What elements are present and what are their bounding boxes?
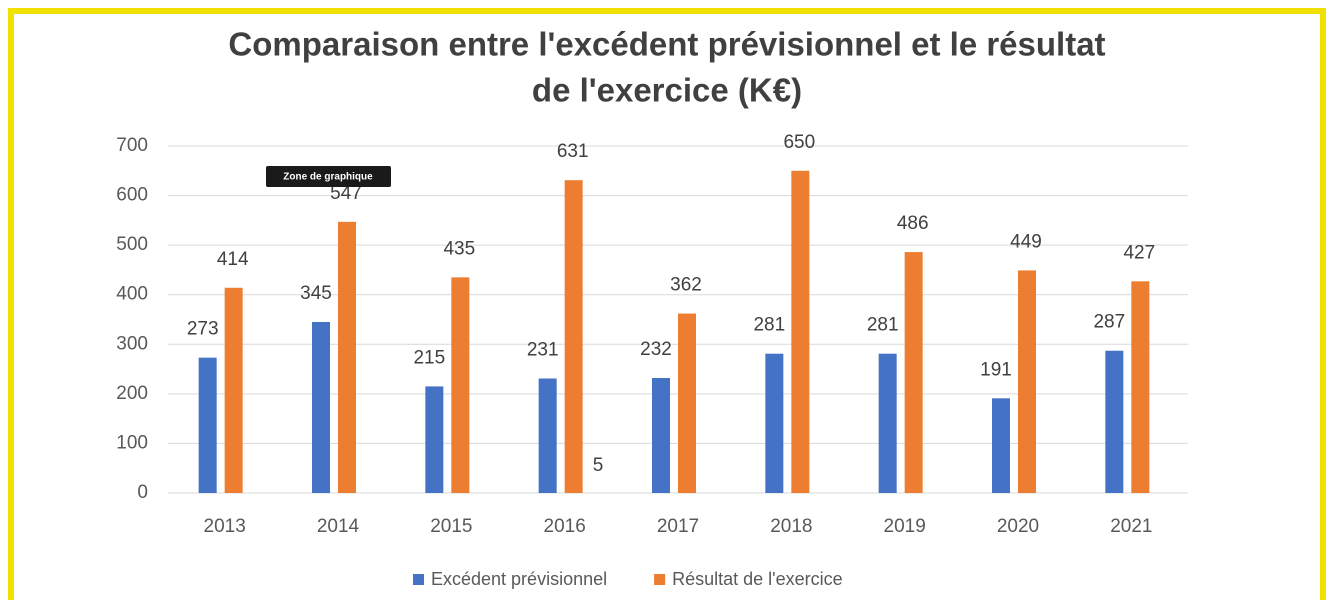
bar: [791, 170, 810, 494]
bar: [904, 252, 923, 493]
bar: [652, 377, 670, 493]
bar: [1105, 350, 1124, 493]
bar: [1018, 270, 1036, 493]
bar: [538, 378, 557, 493]
y-tick-label: 300: [116, 333, 148, 354]
x-tick-label: 2021: [1110, 516, 1152, 537]
x-tick-label: 2018: [770, 516, 812, 537]
data-label: 362: [670, 275, 702, 296]
data-label: 273: [187, 319, 219, 340]
legend-swatch: [654, 574, 666, 585]
x-tick-label: 2019: [884, 516, 926, 537]
data-label: 650: [783, 132, 815, 153]
data-label: 232: [640, 339, 672, 360]
data-label: 287: [1093, 312, 1125, 333]
legend-swatch: [413, 574, 424, 585]
data-label: 231: [527, 340, 559, 361]
data-label: 435: [443, 238, 475, 259]
bar: [312, 321, 330, 493]
bar: [678, 313, 696, 493]
x-tick-label: 2017: [657, 516, 699, 537]
chart-title: de l'exercice (K€): [532, 72, 802, 109]
bar: [451, 277, 470, 493]
bar: [1131, 281, 1150, 493]
y-tick-label: 700: [116, 135, 148, 156]
y-tick-label: 400: [116, 284, 148, 305]
data-label: 427: [1123, 242, 1155, 263]
bar: [992, 398, 1010, 493]
x-tick-label: 2016: [544, 516, 586, 537]
data-label: 215: [413, 347, 445, 368]
bar: [198, 357, 217, 493]
x-tick-label: 2020: [997, 516, 1039, 537]
x-tick-label: 2015: [430, 516, 472, 537]
data-label: 345: [300, 283, 332, 304]
y-tick-label: 0: [137, 482, 148, 503]
y-tick-label: 600: [116, 185, 148, 206]
bar: [425, 386, 444, 493]
bar: [765, 353, 784, 493]
legend-label: Excédent prévisionnel: [431, 569, 607, 589]
x-tick-label: 2013: [204, 516, 246, 537]
data-label: 191: [980, 359, 1012, 380]
data-label: 449: [1010, 231, 1042, 252]
data-label: 281: [867, 315, 899, 336]
data-label: 486: [897, 213, 929, 234]
bar: [564, 180, 583, 493]
x-tick-label: 2014: [317, 516, 360, 537]
bar: [224, 287, 243, 493]
bar: [878, 353, 897, 493]
data-label: 414: [217, 249, 249, 270]
data-label: 631: [557, 141, 589, 162]
chart-title: Comparaison entre l'excédent prévisionne…: [228, 26, 1105, 63]
frame: [8, 8, 1326, 600]
tooltip-box: [266, 166, 391, 187]
y-tick-label: 100: [116, 432, 148, 453]
annotation: 5: [593, 455, 604, 476]
y-tick-label: 500: [116, 234, 148, 255]
legend-label: Résultat de l'exercice: [672, 569, 843, 589]
data-label: 281: [753, 315, 785, 336]
bar: [338, 221, 356, 493]
tooltip: Zone de graphique: [283, 172, 373, 183]
y-tick-label: 200: [116, 383, 148, 404]
data-label: 547: [330, 183, 362, 204]
